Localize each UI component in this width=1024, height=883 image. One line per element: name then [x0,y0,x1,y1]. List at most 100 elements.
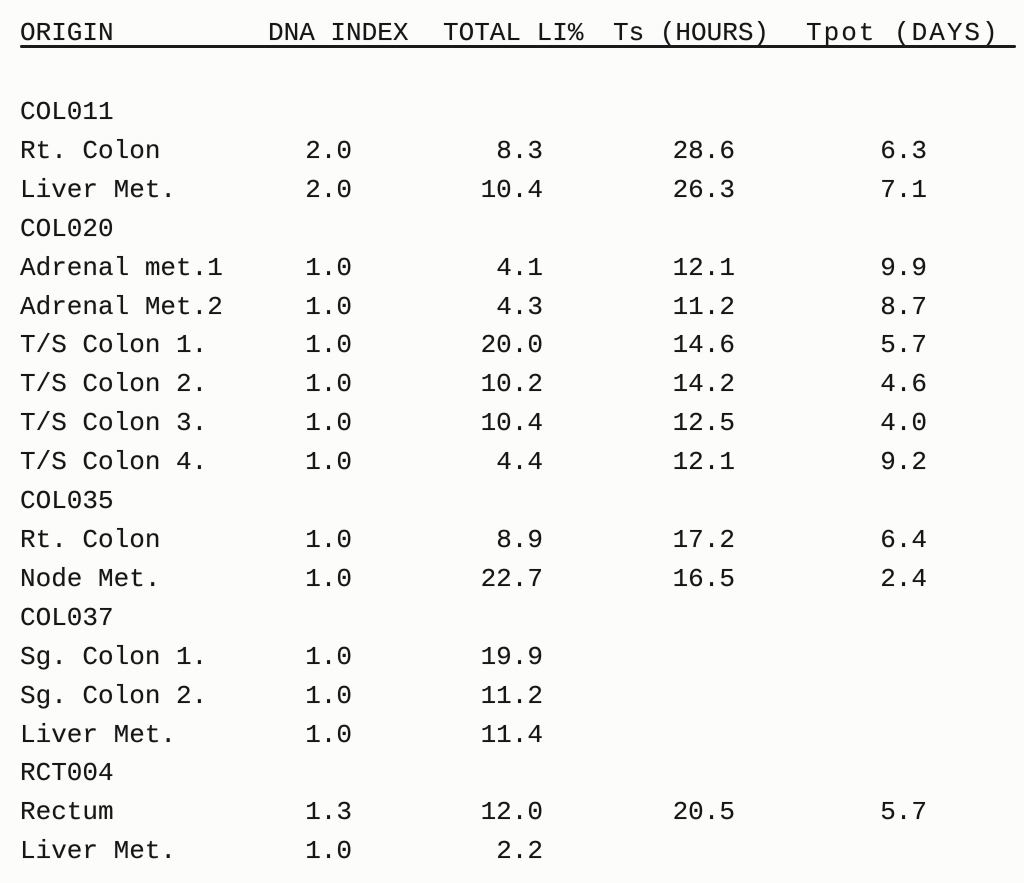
sample-data-row: T/S Colon 3. 1.0 10.4 12.5 4.0 [20,404,927,443]
sample-data-row: Rectum 1.3 12.0 20.5 5.7 [20,793,927,832]
cell-ts-hours [543,716,735,755]
cell-total-li: 11.2 [480,680,543,711]
cell-tpot-days: 9.2 [880,447,927,478]
sample-data-row: Rt. Colon 2.0 8.3 28.6 6.3 [20,132,927,171]
cell-tpot-days: 6.4 [880,524,927,555]
cell-ts-hours: 14.2 [672,369,735,400]
cell-total-li: 8.3 [496,135,543,166]
cell-tpot-days: 4.0 [880,408,927,439]
sample-data-row: Rt. Colon 1.0 8.9 17.2 6.4 [20,521,927,560]
cell-origin: Liver Met. [20,174,177,205]
cell-origin: RCT004 [20,758,114,789]
cell-tpot-days [735,832,927,871]
cell-total-li: 10.4 [480,174,543,205]
cell-ts-hours: 16.5 [672,563,735,594]
cell-ts-hours [543,482,735,521]
cell-dna-index: 1.0 [305,563,352,594]
cell-dna-index: 2.0 [305,174,352,205]
cell-total-li: 4.3 [496,291,543,322]
cell-origin: Node Met. [20,563,161,594]
cell-tpot-days: 8.7 [880,291,927,322]
sample-data-row: Liver Met. 1.0 11.4 [20,716,927,755]
cell-ts-hours: 12.1 [672,447,735,478]
cell-origin: Rt. Colon [20,135,161,166]
cell-origin: COL037 [20,602,114,633]
cell-total-li: 22.7 [480,563,543,594]
cell-tpot-days [735,754,927,793]
cell-tpot-days [735,93,927,132]
sample-data-row: Liver Met. 1.0 2.2 [20,832,927,871]
cell-origin: T/S Colon 2. [20,369,208,400]
cell-total-li [352,210,543,249]
cell-dna-index [272,754,352,793]
cell-tpot-days: 7.1 [880,174,927,205]
cell-origin: Adrenal Met.2 [20,291,223,322]
cell-total-li [352,482,543,521]
cell-ts-hours [543,93,735,132]
sample-data-row: Node Met. 1.0 22.7 16.5 2.4 [20,560,927,599]
sample-data-row: Sg. Colon 1. 1.0 19.9 [20,638,927,677]
cell-tpot-days: 2.4 [880,563,927,594]
cell-dna-index: 1.0 [305,836,352,867]
cell-ts-hours: 20.5 [672,797,735,828]
column-header-ts-hours: Ts (HOURS) [613,18,770,48]
cell-total-li: 4.4 [496,447,543,478]
cell-total-li: 20.0 [480,330,543,361]
sample-data-row: T/S Colon 2. 1.0 10.2 14.2 4.6 [20,365,927,404]
cell-total-li: 4.1 [496,252,543,283]
cell-ts-hours [543,677,735,716]
cell-tpot-days: 5.7 [880,797,927,828]
cell-dna-index: 1.0 [305,408,352,439]
cell-origin: COL020 [20,213,114,244]
cell-origin: T/S Colon 1. [20,330,208,361]
group-header-row: COL020 [20,210,927,249]
sample-data-row: T/S Colon 1. 1.0 20.0 14.6 5.7 [20,326,927,365]
cell-dna-index [272,93,352,132]
column-header-tpot-days: Tpot (DAYS) [806,18,1000,48]
column-header-dna-index: DNA INDEX [268,18,409,48]
cell-origin: Liver Met. [20,719,177,750]
cell-dna-index: 1.0 [305,330,352,361]
cell-tpot-days [735,210,927,249]
group-header-row: COL035 [20,482,927,521]
cell-ts-hours: 28.6 [672,135,735,166]
cell-dna-index: 1.0 [305,369,352,400]
cell-dna-index: 1.0 [305,719,352,750]
cell-total-li [352,754,543,793]
cell-total-li: 2.2 [496,836,543,867]
cell-tpot-days: 9.9 [880,252,927,283]
cell-ts-hours: 11.2 [672,291,735,322]
cell-origin: Adrenal met.1 [20,252,223,283]
cell-dna-index: 1.0 [305,447,352,478]
cell-origin: T/S Colon 3. [20,408,208,439]
cell-dna-index: 1.0 [305,680,352,711]
cell-tpot-days [735,677,927,716]
cell-ts-hours [543,210,735,249]
sample-data-row: T/S Colon 4. 1.0 4.4 12.1 9.2 [20,443,927,482]
sample-data-row: Sg. Colon 2. 1.0 11.2 [20,677,927,716]
cell-dna-index: 1.0 [305,524,352,555]
cell-dna-index: 1.0 [305,252,352,283]
cell-ts-hours: 12.1 [672,252,735,283]
cell-tpot-days [735,716,927,755]
table-body: COL011 Rt. Colon 2.0 8.3 28.6 6.3 Liver Met. 2.… [20,93,927,871]
cell-tpot-days [735,638,927,677]
sample-data-row: Adrenal met.1 1.0 4.1 12.1 9.9 [20,249,927,288]
cell-dna-index [272,482,352,521]
cell-total-li [352,93,543,132]
cell-total-li: 10.4 [480,408,543,439]
cell-total-li: 12.0 [480,797,543,828]
cell-total-li: 11.4 [480,719,543,750]
cell-ts-hours [543,638,735,677]
sample-data-row: Liver Met. 2.0 10.4 26.3 7.1 [20,171,927,210]
data-table: COL011 Rt. Colon 2.0 8.3 28.6 6.3 Liver Met. 2.… [20,93,927,871]
cell-total-li: 8.9 [496,524,543,555]
cell-dna-index: 1.0 [305,291,352,322]
group-header-row: RCT004 [20,754,927,793]
cell-ts-hours [543,832,735,871]
cell-origin: T/S Colon 4. [20,447,208,478]
cell-dna-index [272,210,352,249]
cell-tpot-days [735,482,927,521]
cell-origin: Sg. Colon 1. [20,641,208,672]
